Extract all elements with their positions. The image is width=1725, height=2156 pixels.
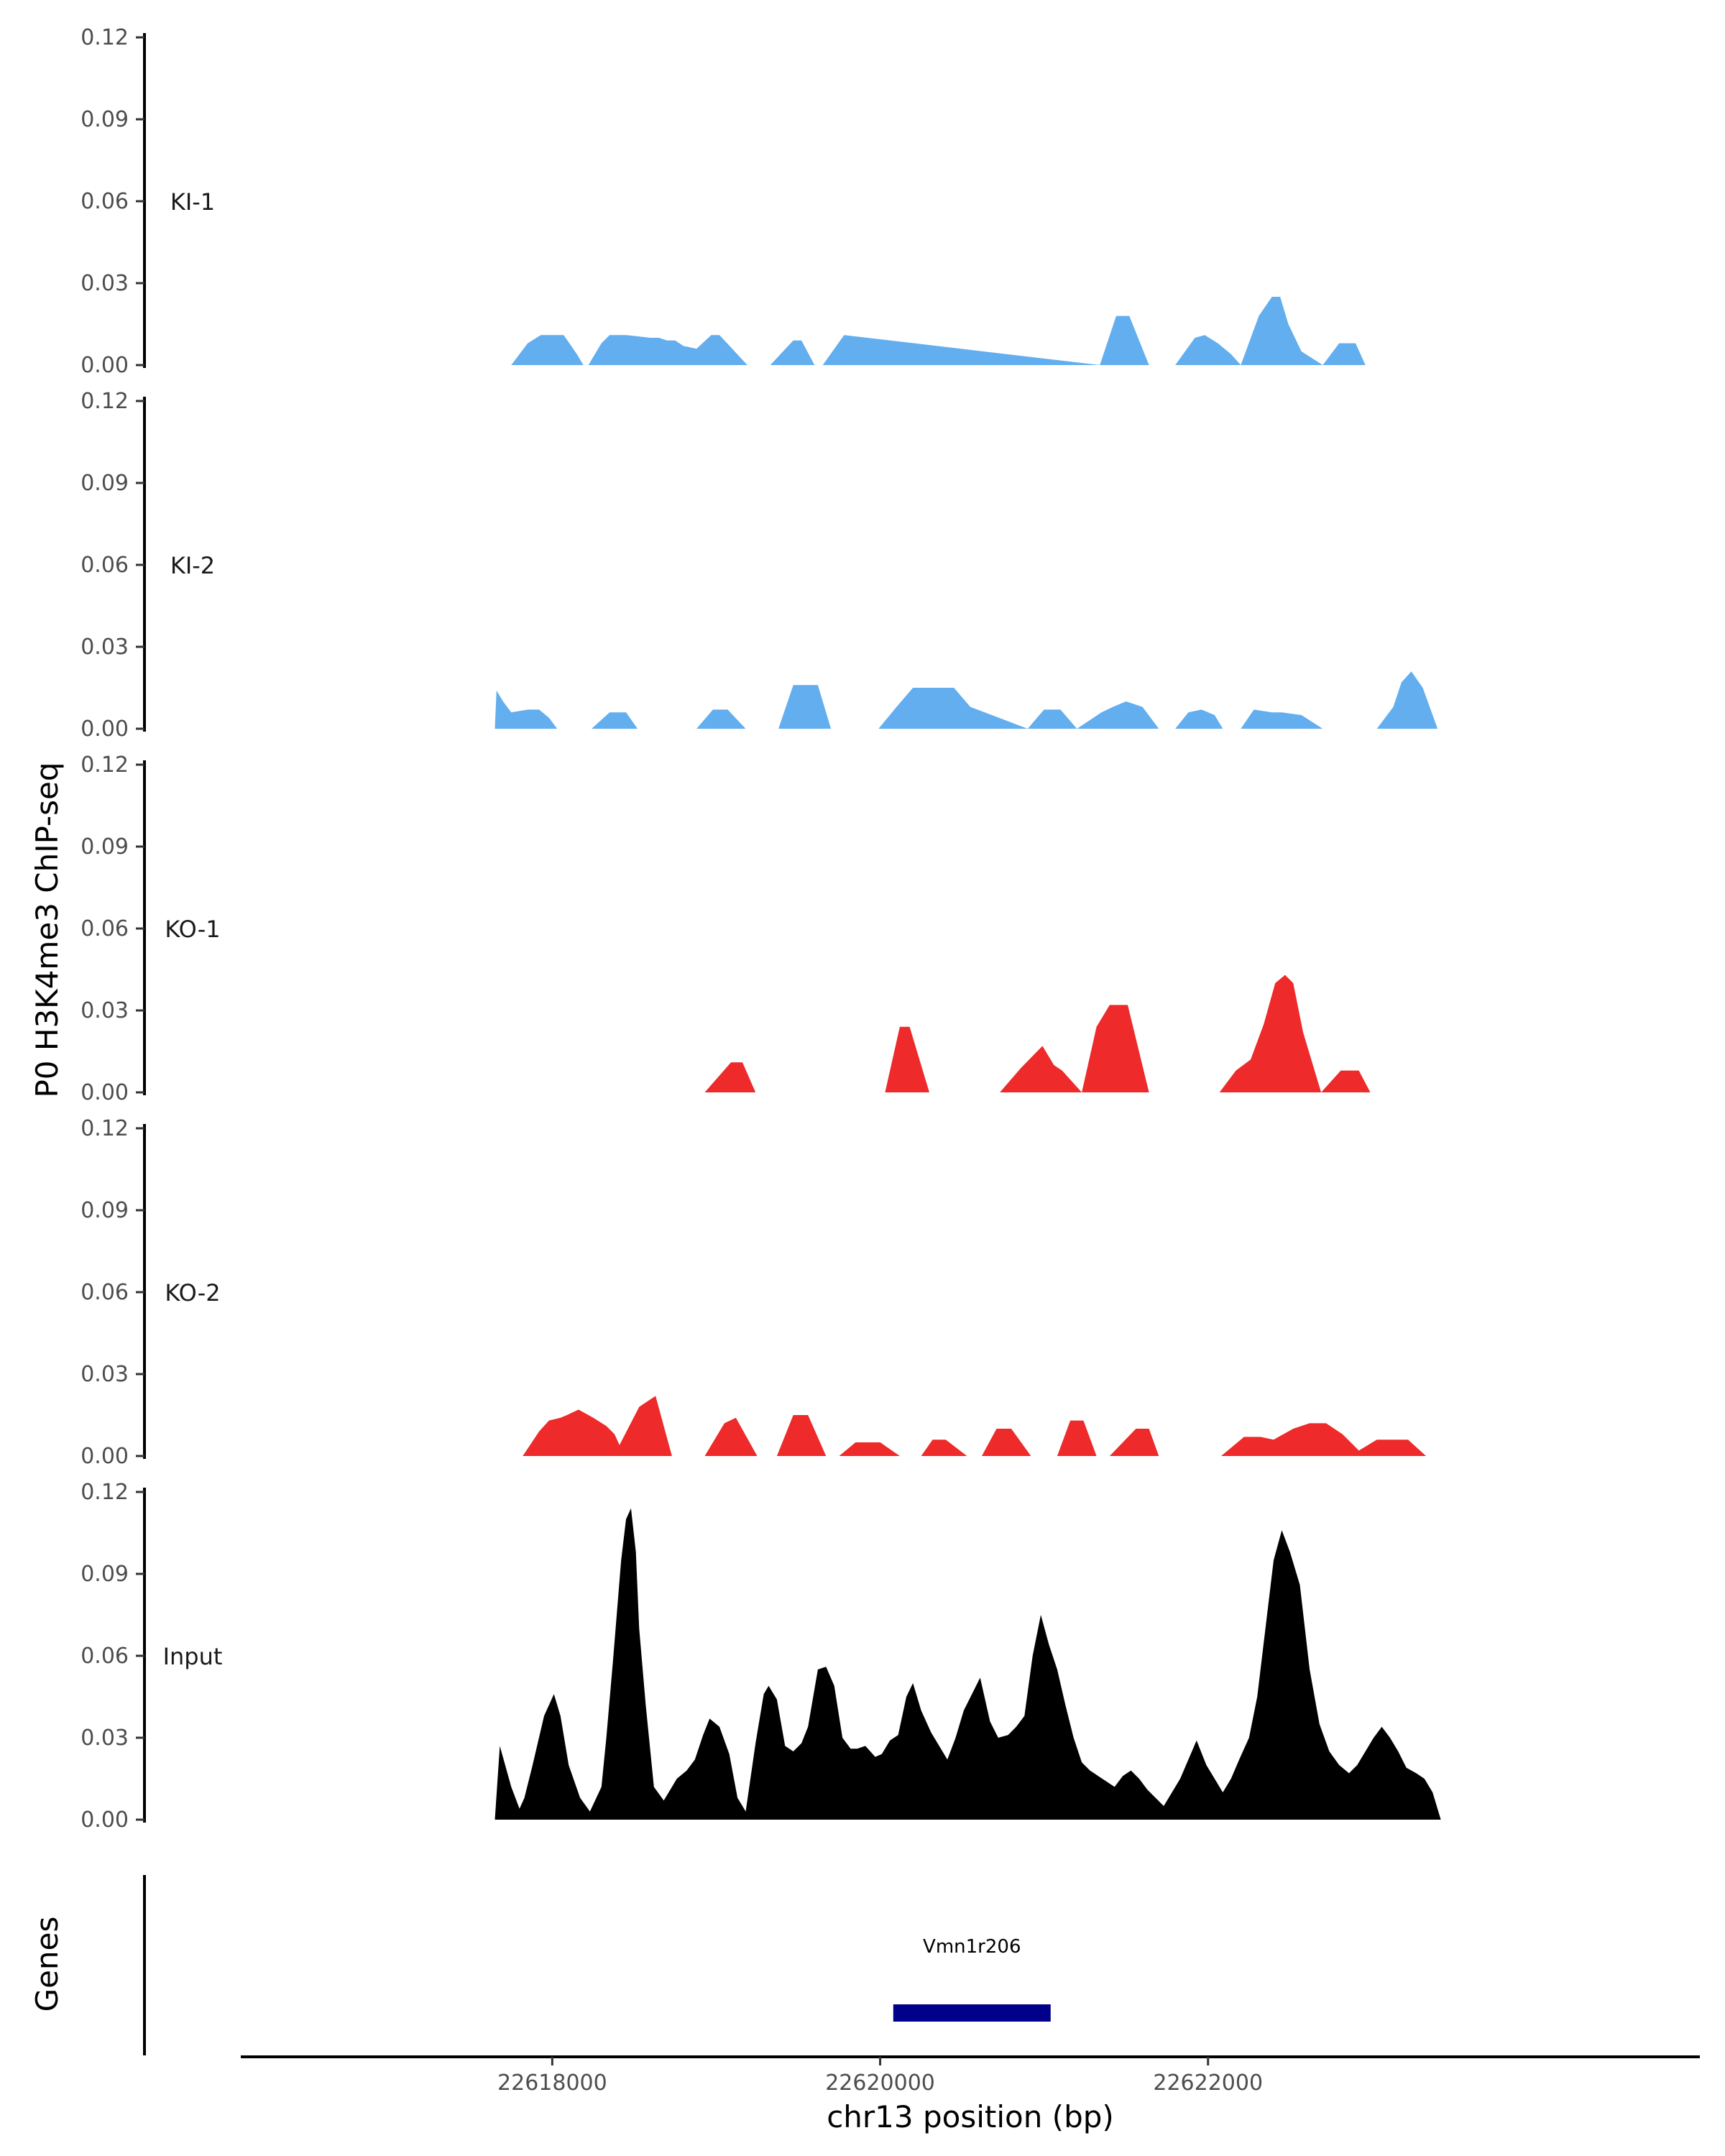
y-axis-title: P0 H3K4me3 ChIP-seq bbox=[29, 762, 65, 1097]
track-ko-1: 0.00 0.03 0.06 0.09 0.12 KO-1 bbox=[80, 752, 1371, 1105]
y-tick-label: 0.12 bbox=[80, 389, 129, 414]
y-tick-label: 0.06 bbox=[80, 1280, 129, 1305]
signal-area-ki-2 bbox=[494, 671, 1438, 729]
y-tick-label: 0.06 bbox=[80, 553, 129, 578]
genes-panel: Genes Vmn1r206 bbox=[29, 1875, 1051, 2055]
gene-label: Vmn1r206 bbox=[923, 1936, 1021, 1958]
gene-bar bbox=[893, 2004, 1051, 2022]
x-axis-title: chr13 position (bp) bbox=[827, 2099, 1114, 2134]
track-ko-2: 0.00 0.03 0.06 0.09 0.12 KO-2 bbox=[80, 1116, 1427, 1469]
genes-axis-title: Genes bbox=[29, 1917, 65, 2012]
y-tick-label: 0.00 bbox=[80, 1807, 129, 1833]
y-tick-label: 0.12 bbox=[80, 1480, 129, 1505]
y-tick-label: 0.00 bbox=[80, 353, 129, 378]
track-label: KO-1 bbox=[165, 916, 220, 943]
y-tick-label: 0.12 bbox=[80, 752, 129, 778]
y-tick-label: 0.03 bbox=[80, 1362, 129, 1387]
x-axis: 22618000 22620000 22622000 bbox=[241, 2055, 1700, 2096]
y-tick-label: 0.12 bbox=[80, 25, 129, 50]
y-tick-label: 0.12 bbox=[80, 1116, 129, 1141]
track-label: KI-1 bbox=[170, 188, 215, 216]
signal-area-input bbox=[494, 1508, 1441, 1820]
y-tick-label: 0.00 bbox=[80, 1444, 129, 1469]
signal-area-ki-1 bbox=[511, 297, 1387, 365]
track-label: KI-2 bbox=[170, 552, 215, 579]
y-tick-label: 0.03 bbox=[80, 271, 129, 296]
y-tick-label: 0.09 bbox=[80, 471, 129, 496]
track-ki-1: 0.00 0.03 0.06 0.09 0.12 KI-1 bbox=[80, 25, 1387, 378]
tracks-layer: 0.00 0.03 0.06 0.09 0.12 KI-1 0.00 0.03 0.06 0.09… bbox=[80, 25, 1441, 1833]
track-input: 0.00 0.03 0.06 0.09 0.12 Input bbox=[80, 1480, 1441, 1833]
x-tick-label: 22620000 bbox=[825, 2070, 935, 2096]
y-tick-label: 0.06 bbox=[80, 189, 129, 214]
y-tick-label: 0.09 bbox=[80, 107, 129, 132]
y-tick-label: 0.00 bbox=[80, 717, 129, 742]
track-label: KO-2 bbox=[165, 1279, 220, 1307]
y-tick-label: 0.03 bbox=[80, 635, 129, 660]
y-tick-label: 0.00 bbox=[80, 1080, 129, 1105]
y-tick-label: 0.09 bbox=[80, 1562, 129, 1587]
signal-area-ko-1 bbox=[704, 975, 1371, 1092]
y-tick-label: 0.06 bbox=[80, 916, 129, 941]
y-tick-label: 0.09 bbox=[80, 1198, 129, 1223]
y-tick-label: 0.03 bbox=[80, 1726, 129, 1751]
track-label: Input bbox=[163, 1643, 223, 1670]
track-ki-2: 0.00 0.03 0.06 0.09 0.12 KI-2 bbox=[80, 389, 1438, 742]
x-tick-label: 22622000 bbox=[1153, 2070, 1263, 2096]
signal-area-ko-2 bbox=[523, 1396, 1427, 1456]
y-tick-label: 0.03 bbox=[80, 998, 129, 1023]
x-tick-label: 22618000 bbox=[497, 2070, 607, 2096]
y-tick-label: 0.06 bbox=[80, 1644, 129, 1669]
y-tick-label: 0.09 bbox=[80, 834, 129, 860]
